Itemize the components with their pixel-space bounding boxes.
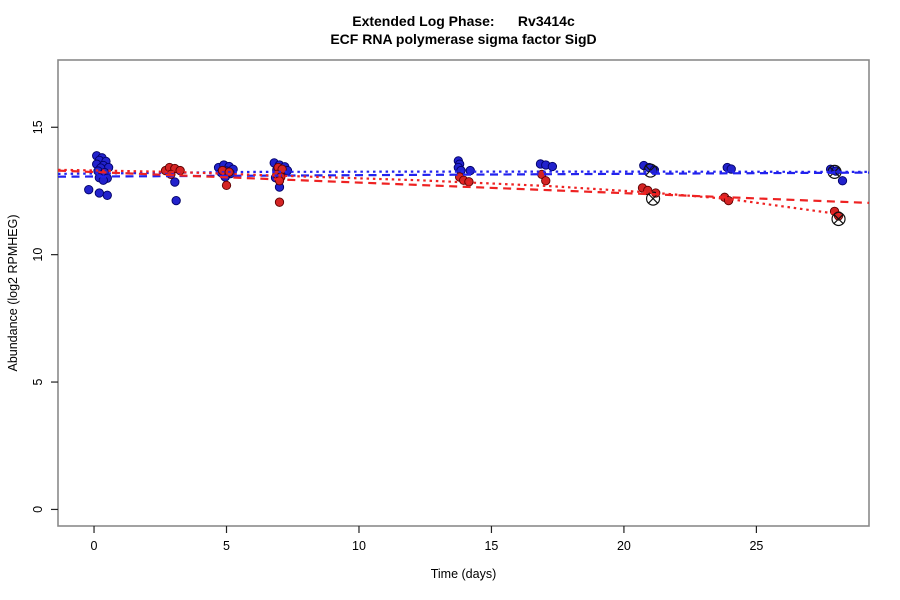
y-tick-label: 15	[31, 120, 45, 134]
y-tick-label: 0	[31, 506, 45, 513]
plot-box	[57, 59, 870, 527]
blue-dotted-fit-line	[57, 170, 870, 175]
x-tick-label: 0	[91, 539, 98, 553]
x-tick-label: 10	[352, 539, 366, 553]
circle-x-marker-icon	[648, 193, 659, 204]
replicate-group-blue-point	[84, 185, 94, 195]
circle-x-marker-icon	[831, 211, 846, 227]
y-tick-label: 5	[31, 379, 45, 386]
red-dashed-fit-line	[57, 169, 870, 204]
chart-title: Extended Log Phase: Rv3414c	[352, 13, 575, 29]
circle-x-marker-icon	[645, 191, 661, 206]
replicate-group-red-point	[541, 176, 551, 186]
y-tick-label: 10	[31, 248, 45, 262]
replicate-group-blue-point	[102, 190, 112, 200]
circle-x-marker-icon	[833, 213, 844, 225]
replicate-group-red-point	[833, 211, 844, 221]
x-tick-label: 5	[223, 539, 230, 553]
x-tick-label: 15	[484, 539, 498, 553]
replicate-group-blue-point	[837, 176, 848, 186]
replicate-group-blue-point	[94, 188, 104, 198]
replicate-group-red-point	[274, 197, 285, 207]
replicate-group-red-point	[221, 180, 232, 191]
red-dotted-fit-line	[57, 168, 842, 216]
replicate-group-blue-point	[170, 177, 180, 187]
x-tick-label: 25	[749, 539, 763, 553]
x-axis-label: Time (days)	[430, 567, 497, 581]
replicate-group-blue-point	[547, 161, 558, 172]
chart-subtitle: ECF RNA polymerase sigma factor SigD	[330, 31, 597, 47]
replicate-group-red-point	[274, 176, 285, 186]
y-axis-label: Abundance (log2 RPMHEG)	[6, 214, 20, 372]
replicate-group-blue-point	[171, 195, 181, 206]
x-tick-label: 20	[617, 539, 631, 553]
